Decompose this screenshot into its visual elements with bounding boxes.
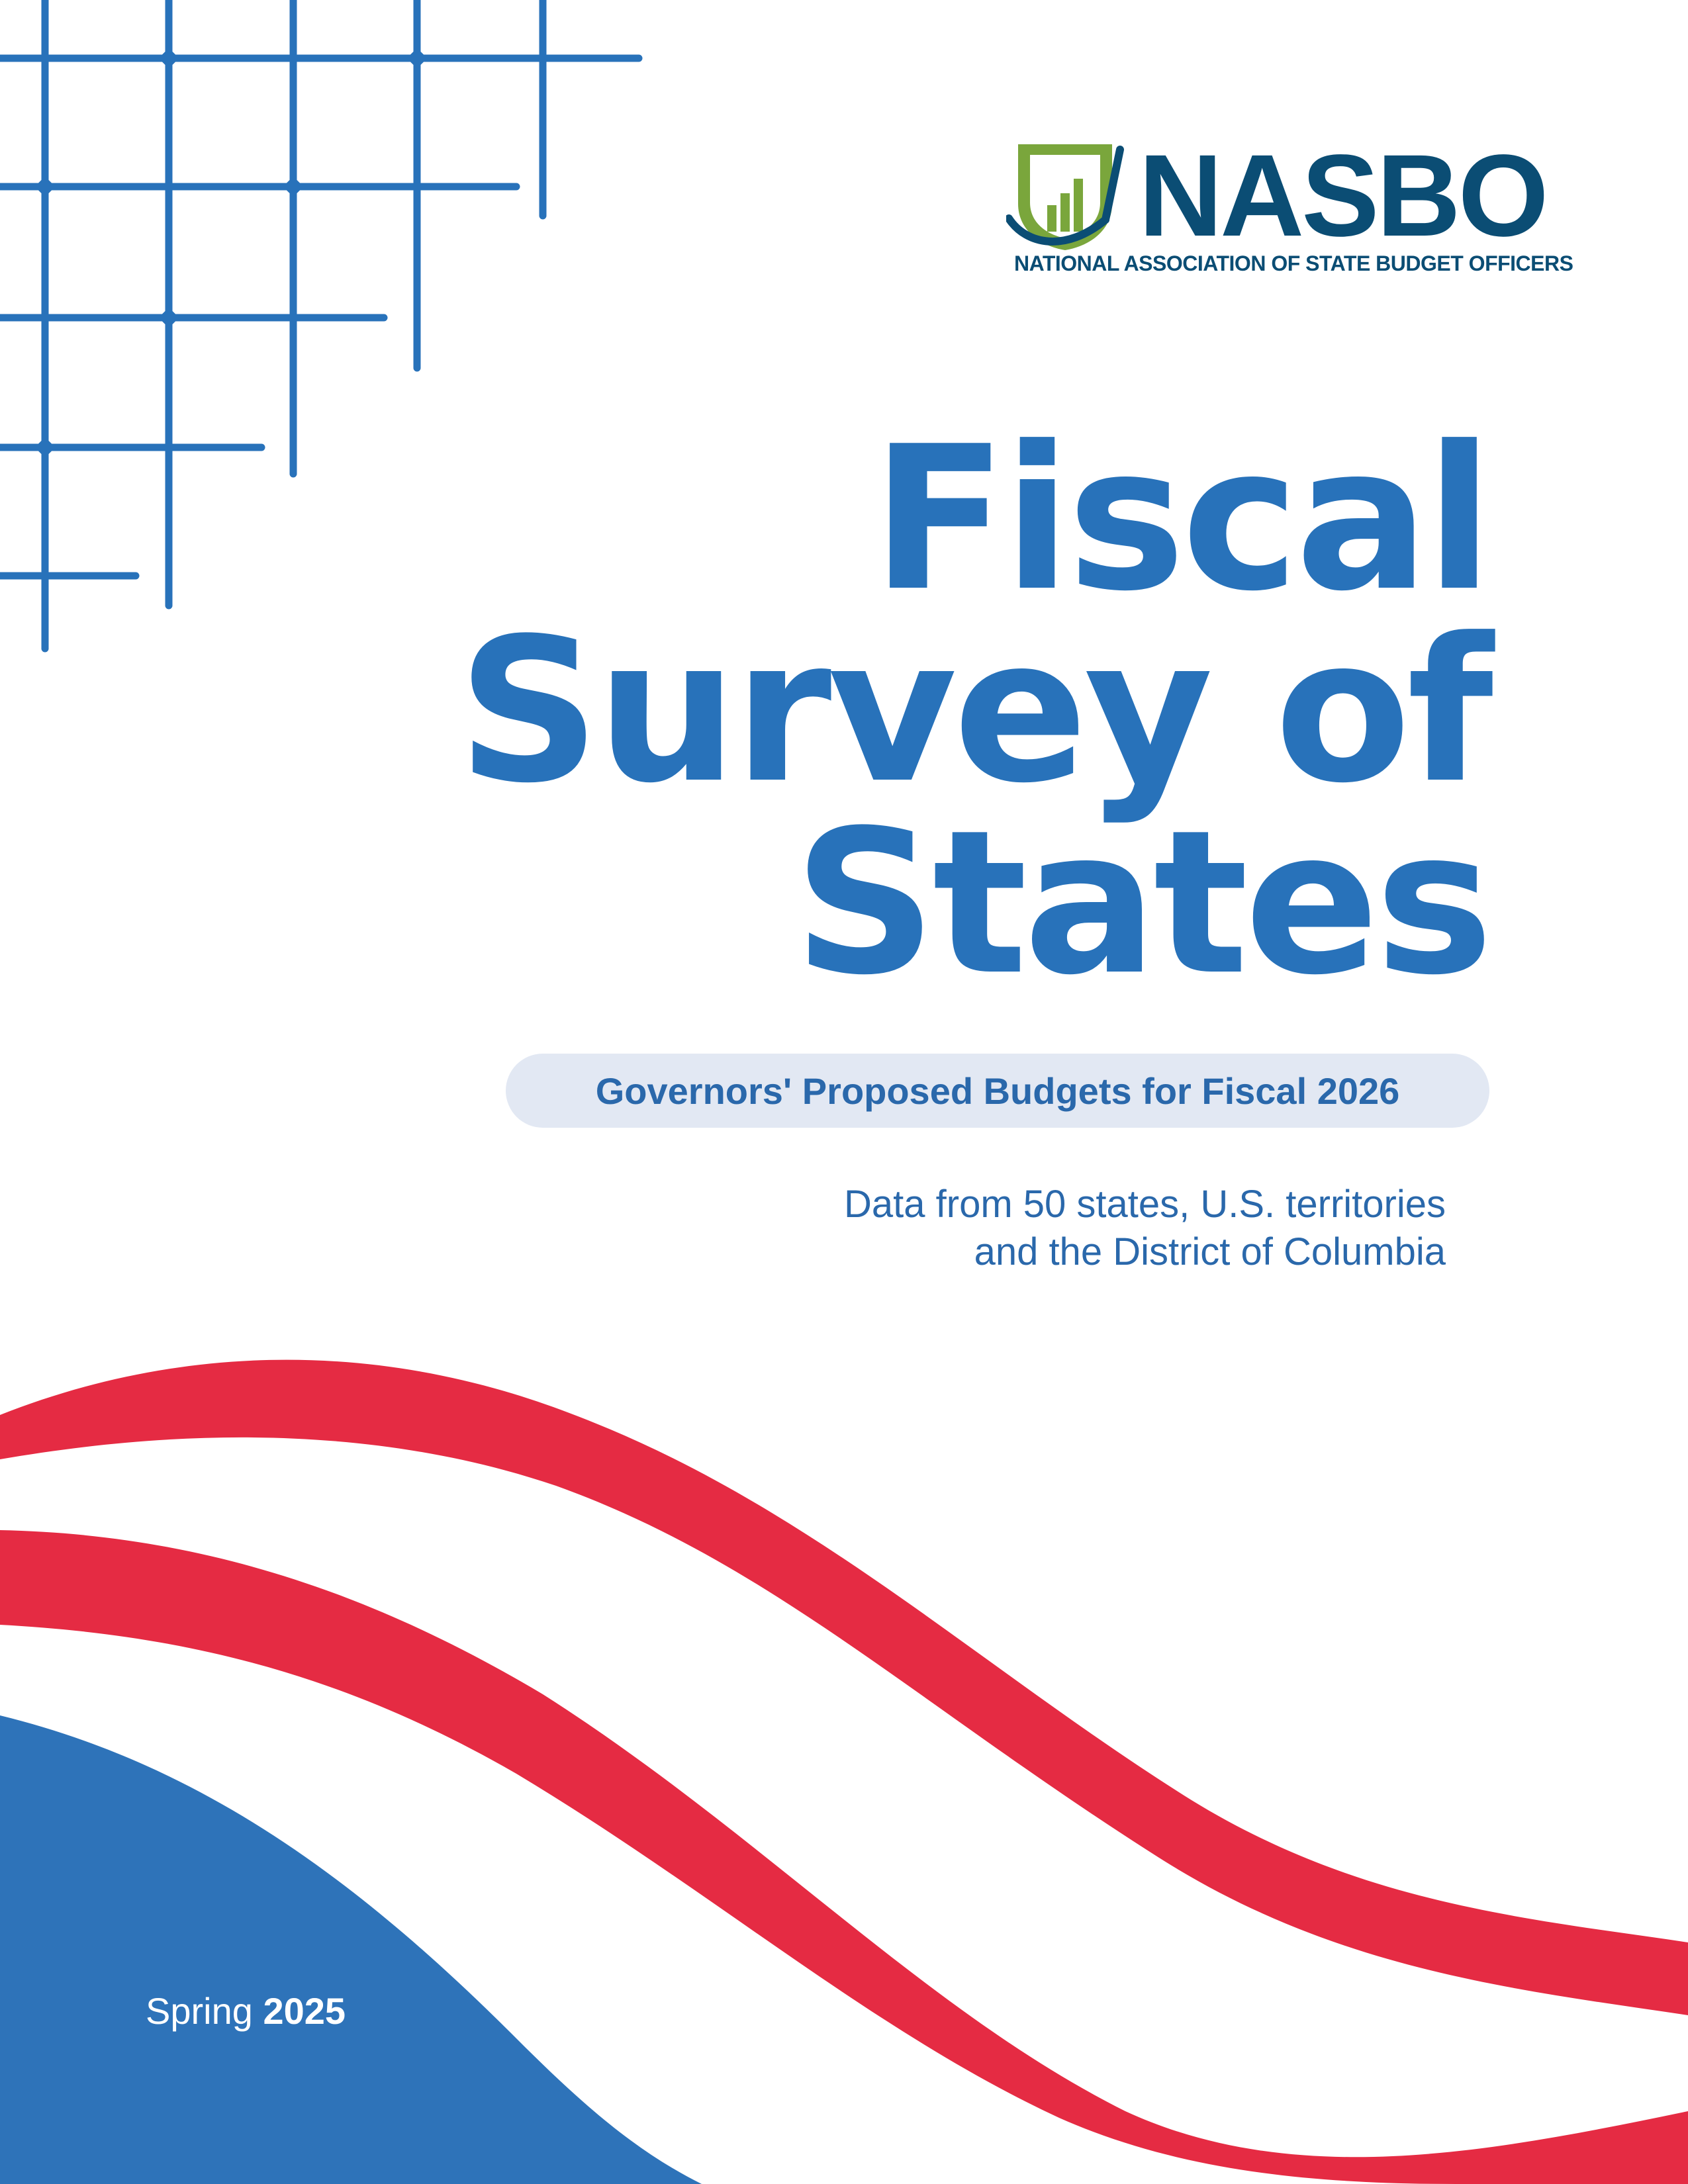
- grid-nodes: [34, 48, 428, 458]
- logo-wordmark: NASBO: [1139, 131, 1549, 261]
- season-word: Spring: [146, 1990, 253, 2032]
- coverage-line-2: and the District of Columbia: [974, 1230, 1446, 1273]
- shield-bar-chart-icon: [1006, 144, 1124, 250]
- title-line-2: Survey of: [457, 596, 1493, 827]
- flag-red-band-top: [0, 1359, 1688, 2015]
- flag-blue-field: [0, 1715, 702, 2184]
- grid-pattern: [0, 0, 643, 653]
- flag-red-band-bottom: [0, 1530, 1688, 2184]
- logo-subtitle: NATIONAL ASSOCIATION OF STATE BUDGET OFF…: [1014, 251, 1573, 275]
- title-line-3: States: [793, 788, 1493, 1019]
- season-year: 2025: [263, 1990, 346, 2032]
- subtitle-text: Governors' Proposed Budgets for Fiscal 2…: [595, 1069, 1400, 1112]
- report-title: Fiscal Survey of States: [457, 404, 1493, 1019]
- coverage-note: Data from 50 states, U.S. territories an…: [844, 1181, 1446, 1276]
- title-line-1: Fiscal: [871, 404, 1493, 635]
- coverage-line-1: Data from 50 states, U.S. territories: [844, 1183, 1446, 1226]
- subtitle-pill: Governors' Proposed Budgets for Fiscal 2…: [506, 1054, 1489, 1128]
- nasbo-logo: NASBO NATIONAL ASSOCIATION OF STATE BUDG…: [1006, 132, 1573, 278]
- publication-date: Spring 2025: [146, 1988, 346, 2034]
